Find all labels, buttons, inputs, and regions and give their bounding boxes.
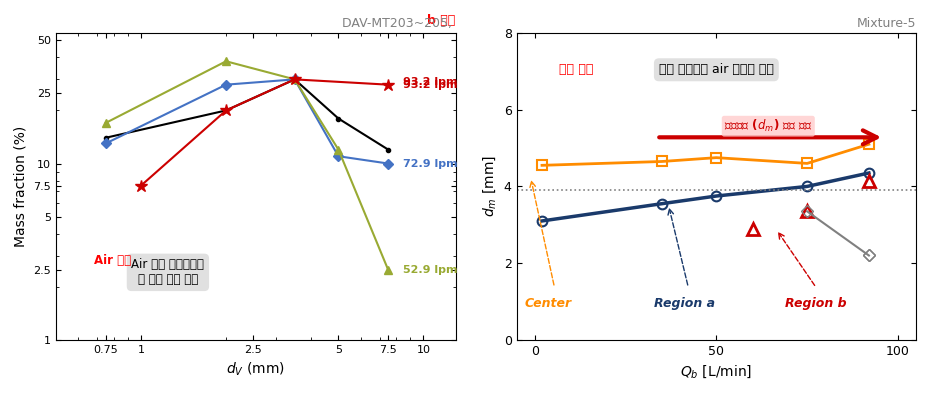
Text: Region a: Region a xyxy=(654,297,715,310)
Text: 모든 위치: 모든 위치 xyxy=(559,63,593,76)
Text: 모든 위치에서 air 유량과 함께: 모든 위치에서 air 유량과 함께 xyxy=(659,63,774,76)
Y-axis label: $d_m$ [mm]: $d_m$ [mm] xyxy=(482,156,498,217)
X-axis label: $d_V$ (mm): $d_V$ (mm) xyxy=(226,360,286,378)
Text: Air 유량: Air 유량 xyxy=(94,254,131,267)
Y-axis label: Mass fraction (%): Mass fraction (%) xyxy=(14,126,28,247)
Text: Mixture-5: Mixture-5 xyxy=(857,17,916,30)
Text: DAV-MT203~205,: DAV-MT203~205, xyxy=(341,17,456,30)
Text: b 영역: b 영역 xyxy=(427,14,456,27)
Text: Region b: Region b xyxy=(786,297,847,310)
Text: Center: Center xyxy=(525,297,572,310)
Text: 52.9 lpm: 52.9 lpm xyxy=(404,265,458,275)
Text: 72.9 lpm: 72.9 lpm xyxy=(404,158,458,169)
X-axis label: $Q_b$ [L/min]: $Q_b$ [L/min] xyxy=(680,363,752,380)
Text: Air 유량 증가할수록
큰 입자 비율 증가: Air 유량 증가할수록 큰 입자 비율 증가 xyxy=(131,258,205,286)
Text: 93.2 lpm: 93.2 lpm xyxy=(404,80,458,90)
Text: 대표크기 ($d_m$) 증가 추세: 대표크기 ($d_m$) 증가 추세 xyxy=(724,118,813,134)
Text: 93.2 lpm: 93.2 lpm xyxy=(404,77,458,87)
